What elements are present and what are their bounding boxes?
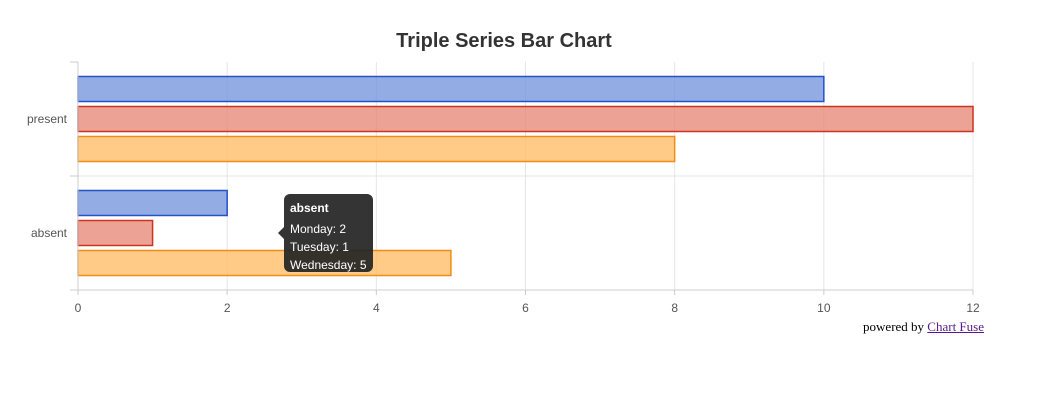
x-tick-label-2: 2 xyxy=(224,301,231,315)
tooltip-line-tuesday: Tuesday: 1 xyxy=(290,240,349,254)
y-category-label-present: present xyxy=(27,112,68,126)
tooltip-line-wednesday: Wednesday: 5 xyxy=(290,258,367,272)
bar-present-tuesday[interactable] xyxy=(77,105,974,133)
chart-title: Triple Series Bar Chart xyxy=(396,30,612,52)
y-category-label-absent: absent xyxy=(31,226,68,240)
x-tick-label-0: 0 xyxy=(75,301,82,315)
tooltip-title: absent xyxy=(290,201,329,215)
x-tick-label-10: 10 xyxy=(817,301,831,315)
bar-present-monday[interactable] xyxy=(77,75,825,103)
bar-absent-monday[interactable] xyxy=(77,189,228,217)
x-tick-label-6: 6 xyxy=(522,301,529,315)
powered-by-prefix: powered by xyxy=(863,319,925,334)
tooltip: absent Monday: 2 Tuesday: 1 Wednesday: 5 xyxy=(278,194,373,272)
powered-by-credit: powered by Chart Fuse xyxy=(863,319,984,335)
x-tick-label-8: 8 xyxy=(671,301,678,315)
chart-fuse-link[interactable]: Chart Fuse xyxy=(927,319,984,334)
tooltip-line-monday: Monday: 2 xyxy=(290,222,347,236)
bar-present-wednesday[interactable] xyxy=(77,135,676,163)
bar-absent-wednesday[interactable] xyxy=(77,249,452,277)
bar-absent-tuesday[interactable] xyxy=(77,219,154,247)
x-tick-label-12: 12 xyxy=(966,301,980,315)
axes: 0 2 4 6 8 10 12 present absent xyxy=(27,61,980,315)
x-tick-label-4: 4 xyxy=(373,301,380,315)
